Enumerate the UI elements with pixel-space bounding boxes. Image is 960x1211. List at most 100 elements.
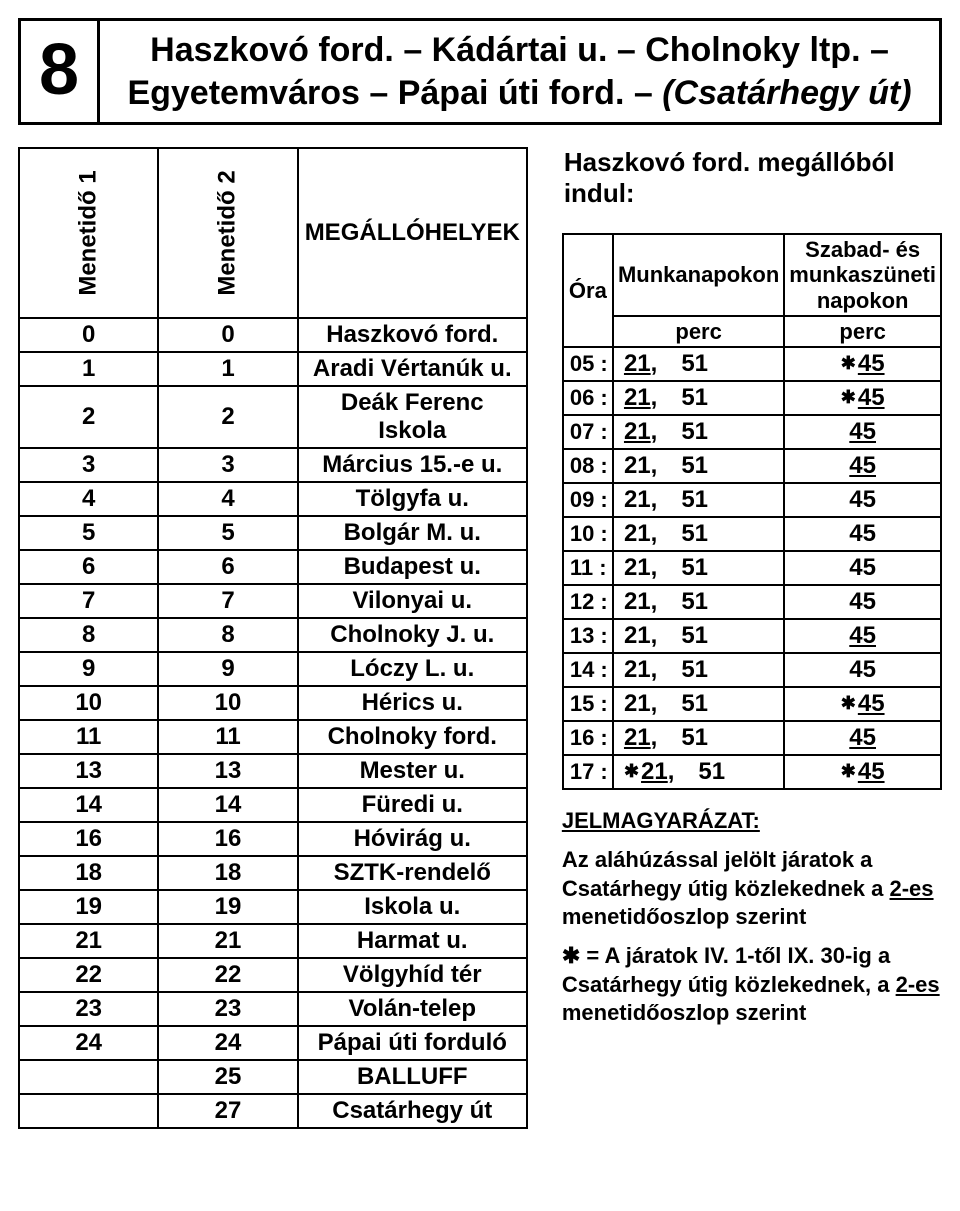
table-row: 55Bolgár M. u. (19, 516, 527, 550)
stop-name: Pápai úti forduló (298, 1026, 527, 1060)
star-icon: ✱ (841, 761, 856, 782)
stop-name: Völgyhíd tér (298, 958, 527, 992)
stop-name: Haszkovó ford. (298, 318, 527, 352)
stop-name: Mester u. (298, 754, 527, 788)
star-icon: ✱ (562, 943, 580, 968)
stop-m1: 6 (19, 550, 158, 584)
stop-m2: 8 (158, 618, 297, 652)
table-row: 06 :21, 51✱45 (563, 381, 941, 415)
table-row: 09 :21, 5145 (563, 483, 941, 517)
route-title-line2b: (Csatárhegy út) (662, 74, 911, 112)
stop-m1: 23 (19, 992, 158, 1026)
stop-m2: 4 (158, 482, 297, 516)
tt-weekend-mins: 45 (784, 483, 941, 517)
tt-hour: 11 : (563, 551, 613, 585)
table-row: 33Március 15.-e u. (19, 448, 527, 482)
stop-m1: 10 (19, 686, 158, 720)
stop-name: Budapest u. (298, 550, 527, 584)
table-row: 1414Füredi u. (19, 788, 527, 822)
stop-name: BALLUFF (298, 1060, 527, 1094)
stop-m1: 13 (19, 754, 158, 788)
stop-m2: 6 (158, 550, 297, 584)
table-row: 44Tölgyfa u. (19, 482, 527, 516)
table-row: 99Lóczy L. u. (19, 652, 527, 686)
tt-head-hour: Óra (563, 234, 613, 347)
stop-name: Aradi Vértanúk u. (298, 352, 527, 386)
stop-m2: 5 (158, 516, 297, 550)
tt-hour: 05 : (563, 347, 613, 381)
stop-name: Lóczy L. u. (298, 652, 527, 686)
tt-hour: 06 : (563, 381, 613, 415)
table-row: 77Vilonyai u. (19, 584, 527, 618)
tt-hour: 09 : (563, 483, 613, 517)
stop-m2: 22 (158, 958, 297, 992)
tt-weekend-mins: 45 (784, 551, 941, 585)
stop-m1 (19, 1060, 158, 1094)
tt-work-mins: 21, 51 (613, 585, 784, 619)
stop-m1: 4 (19, 482, 158, 516)
stop-m2: 0 (158, 318, 297, 352)
route-title-line2a: Egyetemváros – Pápai úti ford. – (127, 74, 662, 112)
stop-m1: 22 (19, 958, 158, 992)
stop-name: Március 15.-e u. (298, 448, 527, 482)
tt-work-mins: ✱21, 51 (613, 755, 784, 789)
table-row: 2222Völgyhíd tér (19, 958, 527, 992)
tt-work-mins: 21, 51 (613, 619, 784, 653)
stop-name: Hérics u. (298, 686, 527, 720)
stop-m1: 3 (19, 448, 158, 482)
stop-m1: 19 (19, 890, 158, 924)
stop-name: SZTK-rendelő (298, 856, 527, 890)
stop-name: Vilonyai u. (298, 584, 527, 618)
stop-name: Harmat u. (298, 924, 527, 958)
stop-m2: 3 (158, 448, 297, 482)
tt-weekend-mins: ✱45 (784, 347, 941, 381)
legend-2: ✱ = A járatok IV. 1-től IX. 30-ig a Csat… (562, 942, 942, 1028)
stop-m1: 8 (19, 618, 158, 652)
stop-name: Hóvirág u. (298, 822, 527, 856)
table-row: 27Csatárhegy út (19, 1094, 527, 1128)
tt-weekend-mins: ✱45 (784, 755, 941, 789)
tt-weekend-mins: ✱45 (784, 687, 941, 721)
tt-weekend-mins: 45 (784, 415, 941, 449)
stop-m2: 19 (158, 890, 297, 924)
stop-m2: 11 (158, 720, 297, 754)
stop-m1: 7 (19, 584, 158, 618)
star-icon: ✱ (841, 353, 856, 374)
tt-work-mins: 21, 51 (613, 347, 784, 381)
stop-m2: 7 (158, 584, 297, 618)
table-row: 11Aradi Vértanúk u. (19, 352, 527, 386)
route-number: 8 (21, 21, 100, 122)
table-row: 08 :21, 5145 (563, 449, 941, 483)
stop-name: Csatárhegy út (298, 1094, 527, 1128)
star-icon: ✱ (624, 761, 639, 782)
table-row: 66Budapest u. (19, 550, 527, 584)
tt-hour: 15 : (563, 687, 613, 721)
tt-work-mins: 21, 51 (613, 653, 784, 687)
tt-weekend-mins: 45 (784, 517, 941, 551)
stop-m2: 14 (158, 788, 297, 822)
table-row: 15 :21, 51✱45 (563, 687, 941, 721)
table-row: 12 :21, 5145 (563, 585, 941, 619)
legend-heading: JELMAGYARÁZAT: (562, 808, 942, 834)
stop-m1: 11 (19, 720, 158, 754)
stops-column: Menetidő 1 Menetidő 2 MEGÁLLÓHELYEK 00Ha… (18, 147, 528, 1129)
table-row: 1616Hóvirág u. (19, 822, 527, 856)
stop-name: Füredi u. (298, 788, 527, 822)
tt-hour: 14 : (563, 653, 613, 687)
stop-name: Tölgyfa u. (298, 482, 527, 516)
tt-work-mins: 21, 51 (613, 517, 784, 551)
stop-m1: 1 (19, 352, 158, 386)
legend-1: Az aláhúzással jelölt járatok a Csatárhe… (562, 846, 942, 932)
stop-name: Volán-telep (298, 992, 527, 1026)
table-row: 05 :21, 51✱45 (563, 347, 941, 381)
stops-head-m2: Menetidő 2 (158, 148, 297, 318)
table-row: 07 :21, 5145 (563, 415, 941, 449)
stop-m2: 23 (158, 992, 297, 1026)
stops-head-m1: Menetidő 1 (19, 148, 158, 318)
tt-hour: 10 : (563, 517, 613, 551)
stop-m2: 13 (158, 754, 297, 788)
stop-name: Cholnoky J. u. (298, 618, 527, 652)
tt-weekend-mins: 45 (784, 585, 941, 619)
table-row: 17 :✱21, 51✱45 (563, 755, 941, 789)
table-row: 88Cholnoky J. u. (19, 618, 527, 652)
